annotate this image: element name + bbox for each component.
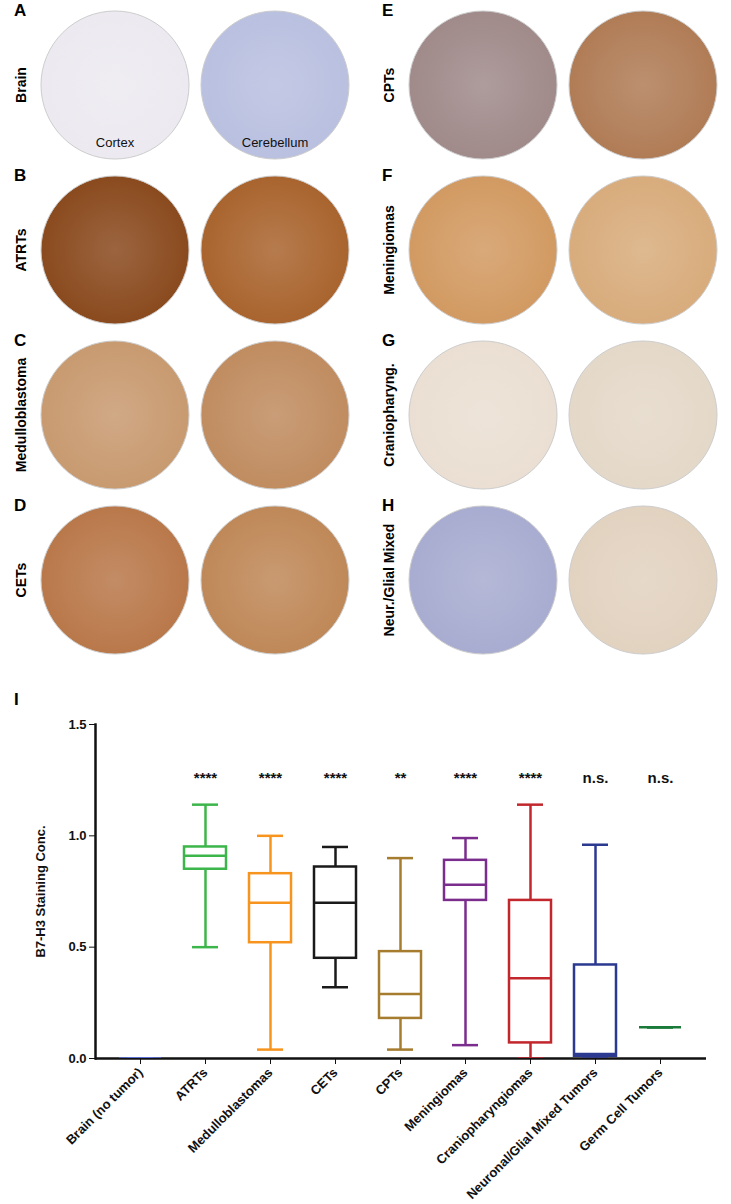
svg-text:Neuronal/Glial Mixed Tumors: Neuronal/Glial Mixed Tumors — [463, 1065, 600, 1202]
svg-text:ATRTs: ATRTs — [13, 228, 29, 271]
svg-text:****: **** — [194, 769, 218, 786]
svg-text:Cerebellum: Cerebellum — [242, 135, 308, 150]
svg-text:**: ** — [395, 769, 407, 786]
svg-text:Meningiomas: Meningiomas — [381, 205, 397, 295]
svg-text:G: G — [382, 331, 395, 350]
svg-text:A: A — [14, 1, 26, 20]
svg-text:0.0: 0.0 — [68, 1051, 86, 1066]
svg-text:CETs: CETs — [13, 562, 29, 597]
svg-text:Craniopharyng.: Craniopharyng. — [381, 363, 397, 466]
svg-text:D: D — [14, 496, 26, 515]
svg-text:B7-H3 Staining Conc.: B7-H3 Staining Conc. — [33, 825, 48, 957]
svg-text:****: **** — [259, 769, 283, 786]
svg-text:H: H — [382, 496, 394, 515]
svg-text:****: **** — [454, 769, 478, 786]
svg-text:B: B — [14, 166, 26, 185]
html-text:I: I — [14, 690, 19, 709]
svg-text:****: **** — [324, 769, 348, 786]
svg-text:Meningiomas: Meningiomas — [401, 1065, 470, 1134]
svg-text:n.s.: n.s. — [648, 769, 674, 786]
svg-text:CPTs: CPTs — [372, 1065, 405, 1098]
svg-text:Medulloblastomas: Medulloblastomas — [185, 1065, 276, 1156]
svg-text:Medulloblastoma: Medulloblastoma — [13, 358, 29, 473]
svg-text:Brain (no tumor): Brain (no tumor) — [63, 1065, 146, 1148]
svg-text:1.0: 1.0 — [68, 828, 86, 843]
svg-text:F: F — [382, 166, 392, 185]
svg-text:Cortex: Cortex — [96, 135, 135, 150]
svg-text:Brain: Brain — [13, 67, 29, 103]
svg-text:C: C — [14, 331, 26, 350]
svg-text:CETs: CETs — [307, 1065, 340, 1098]
svg-text:Neur./Glial Mixed: Neur./Glial Mixed — [381, 524, 397, 637]
svg-text:Craniopharyngiomas: Craniopharyngiomas — [433, 1064, 536, 1168]
svg-text:n.s.: n.s. — [583, 769, 609, 786]
svg-text:1.5: 1.5 — [68, 717, 86, 732]
svg-text:ATRTs: ATRTs — [172, 1065, 211, 1104]
svg-text:0.5: 0.5 — [68, 939, 86, 954]
svg-text:CPTs: CPTs — [381, 67, 397, 102]
svg-text:E: E — [382, 1, 393, 20]
svg-text:****: **** — [519, 769, 543, 786]
svg-text:Germ Cell Tumors: Germ Cell Tumors — [576, 1065, 666, 1155]
